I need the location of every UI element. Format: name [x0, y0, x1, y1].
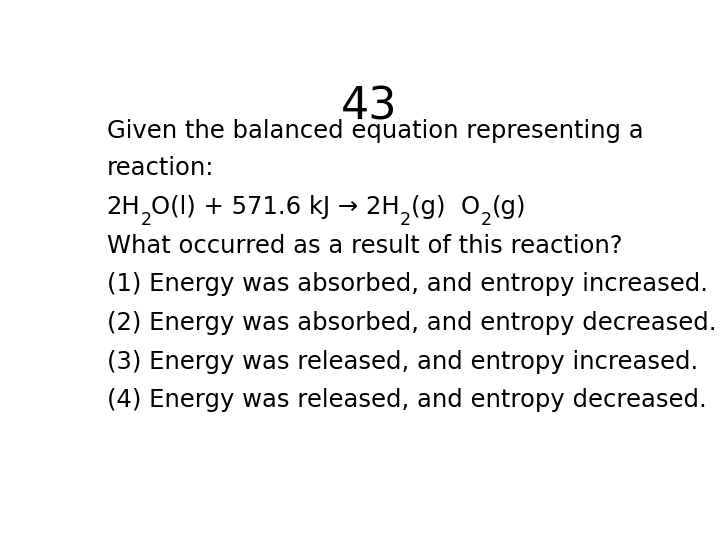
Text: O(l) + 571.6 kJ → 2H: O(l) + 571.6 kJ → 2H	[151, 195, 400, 219]
Text: (2) Energy was absorbed, and entropy decreased.: (2) Energy was absorbed, and entropy dec…	[107, 311, 716, 335]
Text: (4) Energy was released, and entropy decreased.: (4) Energy was released, and entropy dec…	[107, 388, 706, 413]
Text: 2H: 2H	[107, 195, 140, 219]
Text: 2: 2	[140, 211, 151, 229]
Text: (g)  O: (g) O	[411, 195, 480, 219]
Text: What occurred as a result of this reaction?: What occurred as a result of this reacti…	[107, 234, 622, 258]
Text: (3) Energy was released, and entropy increased.: (3) Energy was released, and entropy inc…	[107, 350, 698, 374]
Text: 43: 43	[341, 85, 397, 129]
Text: reaction:: reaction:	[107, 156, 215, 180]
Text: 2: 2	[480, 211, 492, 229]
Text: 2: 2	[400, 211, 411, 229]
Text: (1) Energy was absorbed, and entropy increased.: (1) Energy was absorbed, and entropy inc…	[107, 272, 708, 296]
Text: Given the balanced equation representing a: Given the balanced equation representing…	[107, 119, 644, 143]
Text: (g): (g)	[492, 195, 526, 219]
